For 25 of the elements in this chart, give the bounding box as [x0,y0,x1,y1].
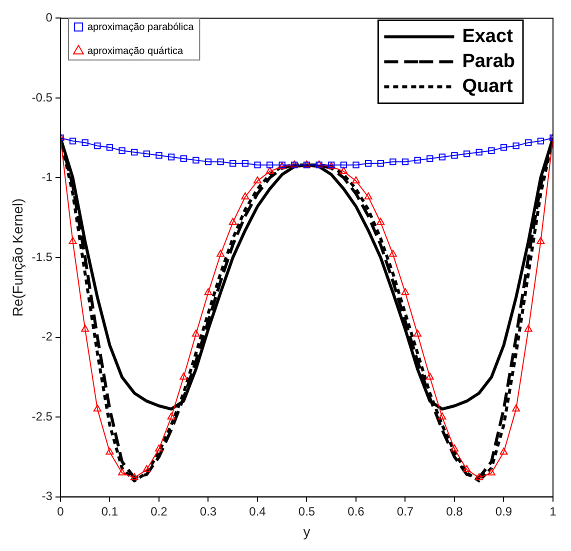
y-tick-label: 0 [46,10,53,25]
x-tick-label: 0.3 [200,504,217,518]
x-tick-label: 0.2 [150,504,168,518]
x-tick-label: 0.1 [101,504,118,518]
legend-label: Exact [462,26,514,47]
x-tick-label: 0.5 [298,504,316,518]
legend-label: Parab [462,50,516,72]
x-tick-label: 0.8 [446,504,464,518]
y-tick-label: -2 [42,330,53,344]
x-tick-label: 1 [550,504,557,518]
x-tick-label: 0 [57,504,64,518]
x-tick-label: 0.9 [495,504,512,518]
y-tick-label: -1 [42,170,53,184]
y-tick-label: -0.5 [32,90,53,104]
x-tick-label: 0.4 [249,504,266,518]
x-tick-label: 0.7 [396,504,414,518]
x-axis-title: y [303,523,310,540]
y-tick-label: -3 [42,489,53,504]
y-axis-title: Re(Função Kernel) [9,198,26,317]
x-tick-label: 0.6 [348,504,365,518]
legend-label: Quart [462,76,514,97]
y-tick-label: -1.5 [32,250,53,264]
y-tick-label: -2.5 [32,409,53,424]
legend-label: aproximação quártica [87,46,184,57]
legend-label: aproximação parabólica [87,22,194,33]
